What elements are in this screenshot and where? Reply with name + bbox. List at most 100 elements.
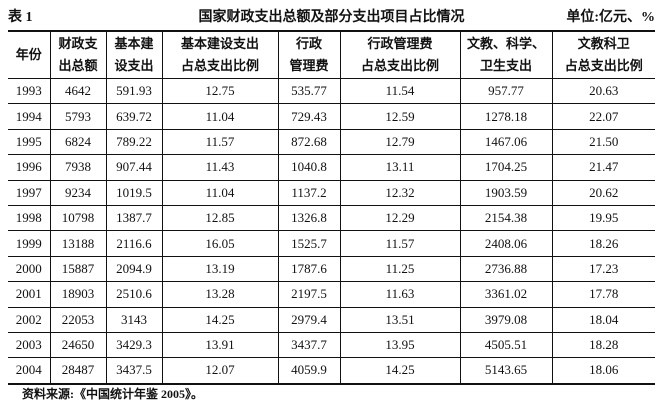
value-cell: 1704.25 — [459, 154, 552, 181]
table-caption: 表 1 国家财政支出总额及部分支出项目占比情况 单位:亿元、% — [8, 4, 655, 26]
value-cell: 6824 — [49, 129, 106, 156]
header-text: 文教科卫 — [577, 36, 630, 51]
year-cell: 1998 — [8, 205, 50, 232]
table-row: 2003 24650 3429.3 13.91 3437.7 13.95 4505.51 18… — [8, 332, 655, 359]
table-row: 1997 9234 1019.5 11.04 1137.2 12.32 1903.59 20.… — [8, 180, 655, 206]
header-cell: 基本建设支出 占总支出比例 — [161, 31, 278, 79]
value-cell: 10798 — [49, 205, 106, 232]
value-cell: 12.85 — [161, 205, 278, 232]
value-cell: 19.95 — [551, 205, 655, 232]
year-cell: 1994 — [8, 103, 50, 130]
value-cell: 18.04 — [551, 307, 655, 333]
value-cell: 13.19 — [161, 256, 278, 283]
value-cell: 11.63 — [339, 281, 460, 308]
header-text: 出总额 — [58, 58, 98, 73]
header-cell: 文教、科学、 卫生支出 — [459, 31, 552, 79]
value-cell: 24650 — [49, 332, 106, 359]
value-cell: 5143.65 — [459, 357, 552, 385]
unit-note: 单位:亿元、% — [566, 10, 655, 25]
value-cell: 20.62 — [551, 180, 655, 206]
value-cell: 11.04 — [161, 180, 278, 206]
source-note: 资料来源:《中国统计年鉴 2005》。 — [22, 387, 203, 401]
value-cell: 535.77 — [277, 78, 340, 105]
value-cell: 4059.9 — [277, 357, 340, 385]
value-cell: 12.07 — [161, 357, 278, 385]
header-text: 行政管理费 — [367, 36, 433, 51]
year-cell: 1997 — [8, 180, 50, 206]
table-row: 2000 15887 2094.9 13.19 1787.6 11.25 2736.88 17… — [8, 256, 655, 283]
value-cell: 18.06 — [551, 357, 655, 385]
value-cell: 20.63 — [551, 78, 655, 105]
value-cell: 14.25 — [161, 307, 278, 333]
value-cell: 2979.4 — [277, 307, 340, 333]
value-cell: 11.25 — [339, 256, 460, 283]
value-cell: 3979.08 — [459, 307, 552, 333]
year-cell: 2003 — [8, 332, 50, 359]
value-cell: 1040.8 — [277, 154, 340, 181]
value-cell: 5793 — [49, 103, 106, 130]
value-cell: 907.44 — [105, 154, 162, 181]
header-cell: 行政 管理费 — [277, 31, 340, 79]
year-cell: 1999 — [8, 230, 50, 257]
header-cell: 基本建 设支出 — [105, 31, 162, 79]
value-cell: 12.29 — [339, 205, 460, 232]
value-cell: 4642 — [49, 78, 106, 105]
value-cell: 12.59 — [339, 103, 460, 130]
year-cell: 2002 — [8, 307, 50, 333]
value-cell: 12.79 — [339, 129, 460, 156]
value-cell: 11.43 — [161, 154, 278, 181]
year-cell: 1993 — [8, 78, 50, 105]
value-cell: 13188 — [49, 230, 106, 257]
table-row: 2002 22053 3143 14.25 2979.4 13.51 3979.08 18.0… — [8, 307, 655, 333]
header-text: 财政支 — [58, 36, 98, 51]
header-text: 基本建设支出 — [180, 36, 259, 51]
value-cell: 591.93 — [105, 78, 162, 105]
value-cell: 17.78 — [551, 281, 655, 308]
value-cell: 2116.6 — [105, 230, 162, 257]
value-cell: 3429.3 — [105, 332, 162, 359]
value-cell: 22053 — [49, 307, 106, 333]
year-cell: 1995 — [8, 129, 50, 156]
year-cell: 2000 — [8, 256, 50, 283]
value-cell: 1137.2 — [277, 180, 340, 206]
value-cell: 18903 — [49, 281, 106, 308]
value-cell: 1787.6 — [277, 256, 340, 283]
value-cell: 9234 — [49, 180, 106, 206]
value-cell: 13.28 — [161, 281, 278, 308]
header-text: 占总支出比例 — [360, 58, 439, 73]
value-cell: 639.72 — [105, 103, 162, 130]
value-cell: 957.77 — [459, 78, 552, 105]
value-cell: 1467.06 — [459, 129, 552, 156]
value-cell: 1387.7 — [105, 205, 162, 232]
header-cell: 文教科卫 占总支出比例 — [551, 31, 655, 79]
value-cell: 15887 — [49, 256, 106, 283]
value-cell: 872.68 — [277, 129, 340, 156]
header-text: 行政 — [295, 36, 322, 51]
value-cell: 18.28 — [551, 332, 655, 359]
value-cell: 13.51 — [339, 307, 460, 333]
header-text: 卫生支出 — [479, 58, 532, 73]
value-cell: 13.11 — [339, 154, 460, 181]
table-row: 1995 6824 789.22 11.57 872.68 12.79 1467.06 21.… — [8, 129, 655, 156]
value-cell: 1326.8 — [277, 205, 340, 232]
value-cell: 11.54 — [339, 78, 460, 105]
value-cell: 3437.7 — [277, 332, 340, 359]
header-text: 管理费 — [289, 58, 329, 73]
value-cell: 11.04 — [161, 103, 278, 130]
value-cell: 28487 — [49, 357, 106, 385]
value-cell: 3437.5 — [105, 357, 162, 385]
value-cell: 13.91 — [161, 332, 278, 359]
value-cell: 2736.88 — [459, 256, 552, 283]
value-cell: 7938 — [49, 154, 106, 181]
value-cell: 1525.7 — [277, 230, 340, 257]
value-cell: 12.75 — [161, 78, 278, 105]
header-row: 年份 财政支 出总额 基本建 设支出 基本建设支出 占总支出比例 行政 管理费 行政管理费 占总支出… — [8, 31, 655, 79]
header-text: 年份 — [15, 47, 42, 62]
value-cell: 2154.38 — [459, 205, 552, 232]
header-text: 占总支出比例 — [180, 58, 259, 73]
data-table: 年份 财政支 出总额 基本建 设支出 基本建设支出 占总支出比例 行政 管理费 行政管理费 占总支出… — [8, 30, 655, 385]
table-row: 1996 7938 907.44 11.43 1040.8 13.11 1704.25 21.… — [8, 154, 655, 181]
table-row: 1994 5793 639.72 11.04 729.43 12.59 1278.18 22.… — [8, 103, 655, 130]
value-cell: 2094.9 — [105, 256, 162, 283]
value-cell: 2197.5 — [277, 281, 340, 308]
